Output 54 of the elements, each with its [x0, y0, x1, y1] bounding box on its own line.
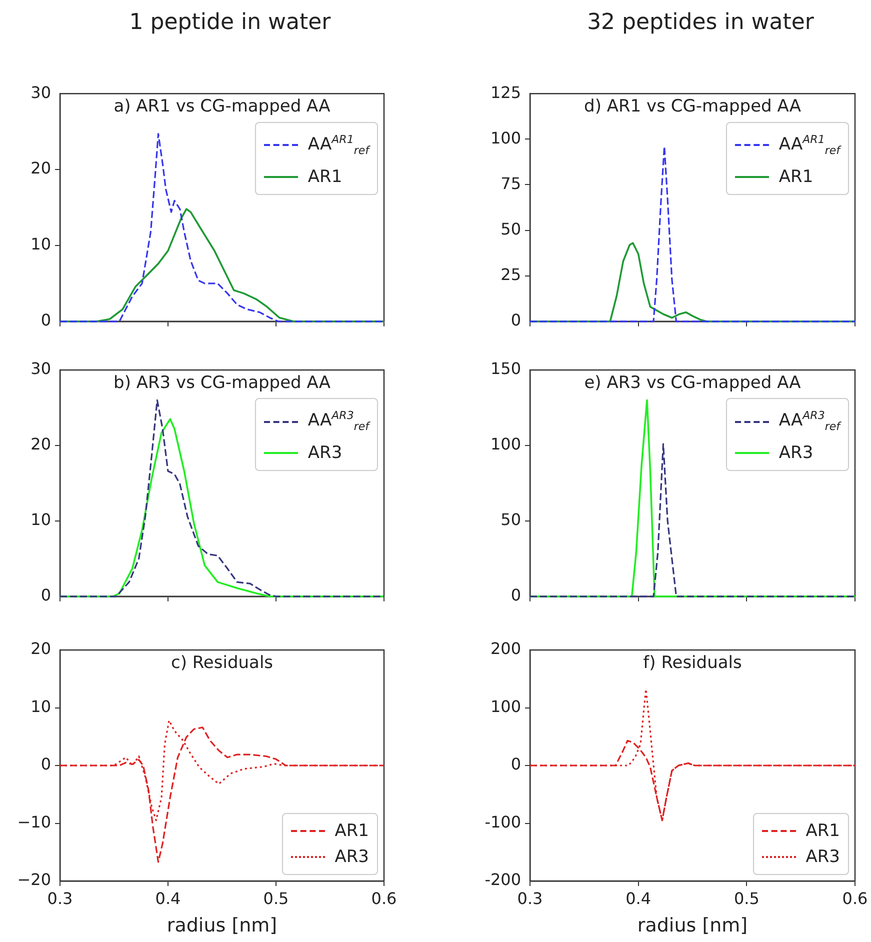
- y-tick-label: 0: [510, 754, 521, 774]
- legend-label: AR1: [778, 166, 814, 189]
- y-tick-label: 30: [30, 359, 51, 378]
- chart-title: d) AR1 vs CG-mapped AA: [584, 96, 802, 117]
- y-tick-label: 200: [490, 639, 521, 658]
- legend-label: AR3: [778, 442, 814, 466]
- chart-title: f) Residuals: [643, 652, 742, 673]
- y-tick-label: 0: [510, 310, 521, 330]
- text: 32 peptides in water: [586, 10, 815, 35]
- y-tick-label: 30: [30, 82, 51, 102]
- y-tick-label: 0: [40, 586, 51, 605]
- x-tick-label: 0.5: [734, 888, 760, 908]
- y-tick-label: -200: [484, 870, 521, 890]
- legend-label: AR3: [308, 442, 342, 466]
- x-tick-label: 0.4: [155, 888, 181, 908]
- legend-label: AR3: [334, 846, 369, 869]
- y-tick-label: 100: [490, 434, 521, 454]
- x-axis-title: radius [nm]: [637, 914, 748, 937]
- y-tick-label: 0: [510, 586, 521, 605]
- y-tick-label: 50: [500, 219, 521, 238]
- text: 1 peptide in water: [128, 10, 332, 35]
- chart-title: c) Residuals: [170, 652, 274, 673]
- legend-label: AR3: [806, 846, 840, 869]
- legend-label: AR1: [308, 166, 342, 189]
- x-tick-label: 0.5: [263, 888, 289, 908]
- y-tick-label: 100: [490, 696, 521, 716]
- chart-title: b) AR3 vs CG-mapped AA: [114, 372, 331, 393]
- y-tick-label: 150: [490, 359, 521, 378]
- x-tick-label: 0.3: [517, 888, 543, 908]
- y-tick-label: 10: [30, 696, 51, 716]
- y-tick-label: 10: [30, 234, 51, 254]
- y-tick-label: 25: [500, 264, 521, 284]
- legend-label: AR1: [334, 820, 369, 843]
- y-tick-label: 20: [30, 639, 51, 658]
- x-axis-title: radius [nm]: [166, 914, 278, 937]
- y-tick-label: -100: [484, 812, 521, 832]
- y-tick-label: 20: [30, 158, 51, 178]
- y-tick-label: 100: [490, 128, 521, 148]
- chart-title: e) AR3 vs CG-mapped AA: [584, 372, 802, 393]
- y-tick-label: 20: [30, 434, 51, 454]
- y-tick-label: 75: [500, 174, 521, 193]
- y-tick-label: 10: [30, 510, 51, 530]
- x-tick-label: 0.6: [842, 888, 868, 908]
- x-tick-label: 0.4: [626, 888, 652, 908]
- legend-label: AR1: [806, 820, 840, 843]
- y-tick-label: 0: [40, 310, 51, 330]
- chart-title: a) AR1 vs CG-mapped AA: [114, 96, 331, 117]
- y-tick-label: −10: [17, 812, 51, 832]
- x-tick-label: 0.3: [47, 888, 73, 908]
- y-tick-label: 0: [40, 754, 51, 774]
- y-tick-label: 50: [500, 510, 521, 530]
- x-tick-label: 0.6: [371, 888, 397, 908]
- y-tick-label: −20: [17, 870, 51, 890]
- y-tick-label: 125: [490, 82, 521, 102]
